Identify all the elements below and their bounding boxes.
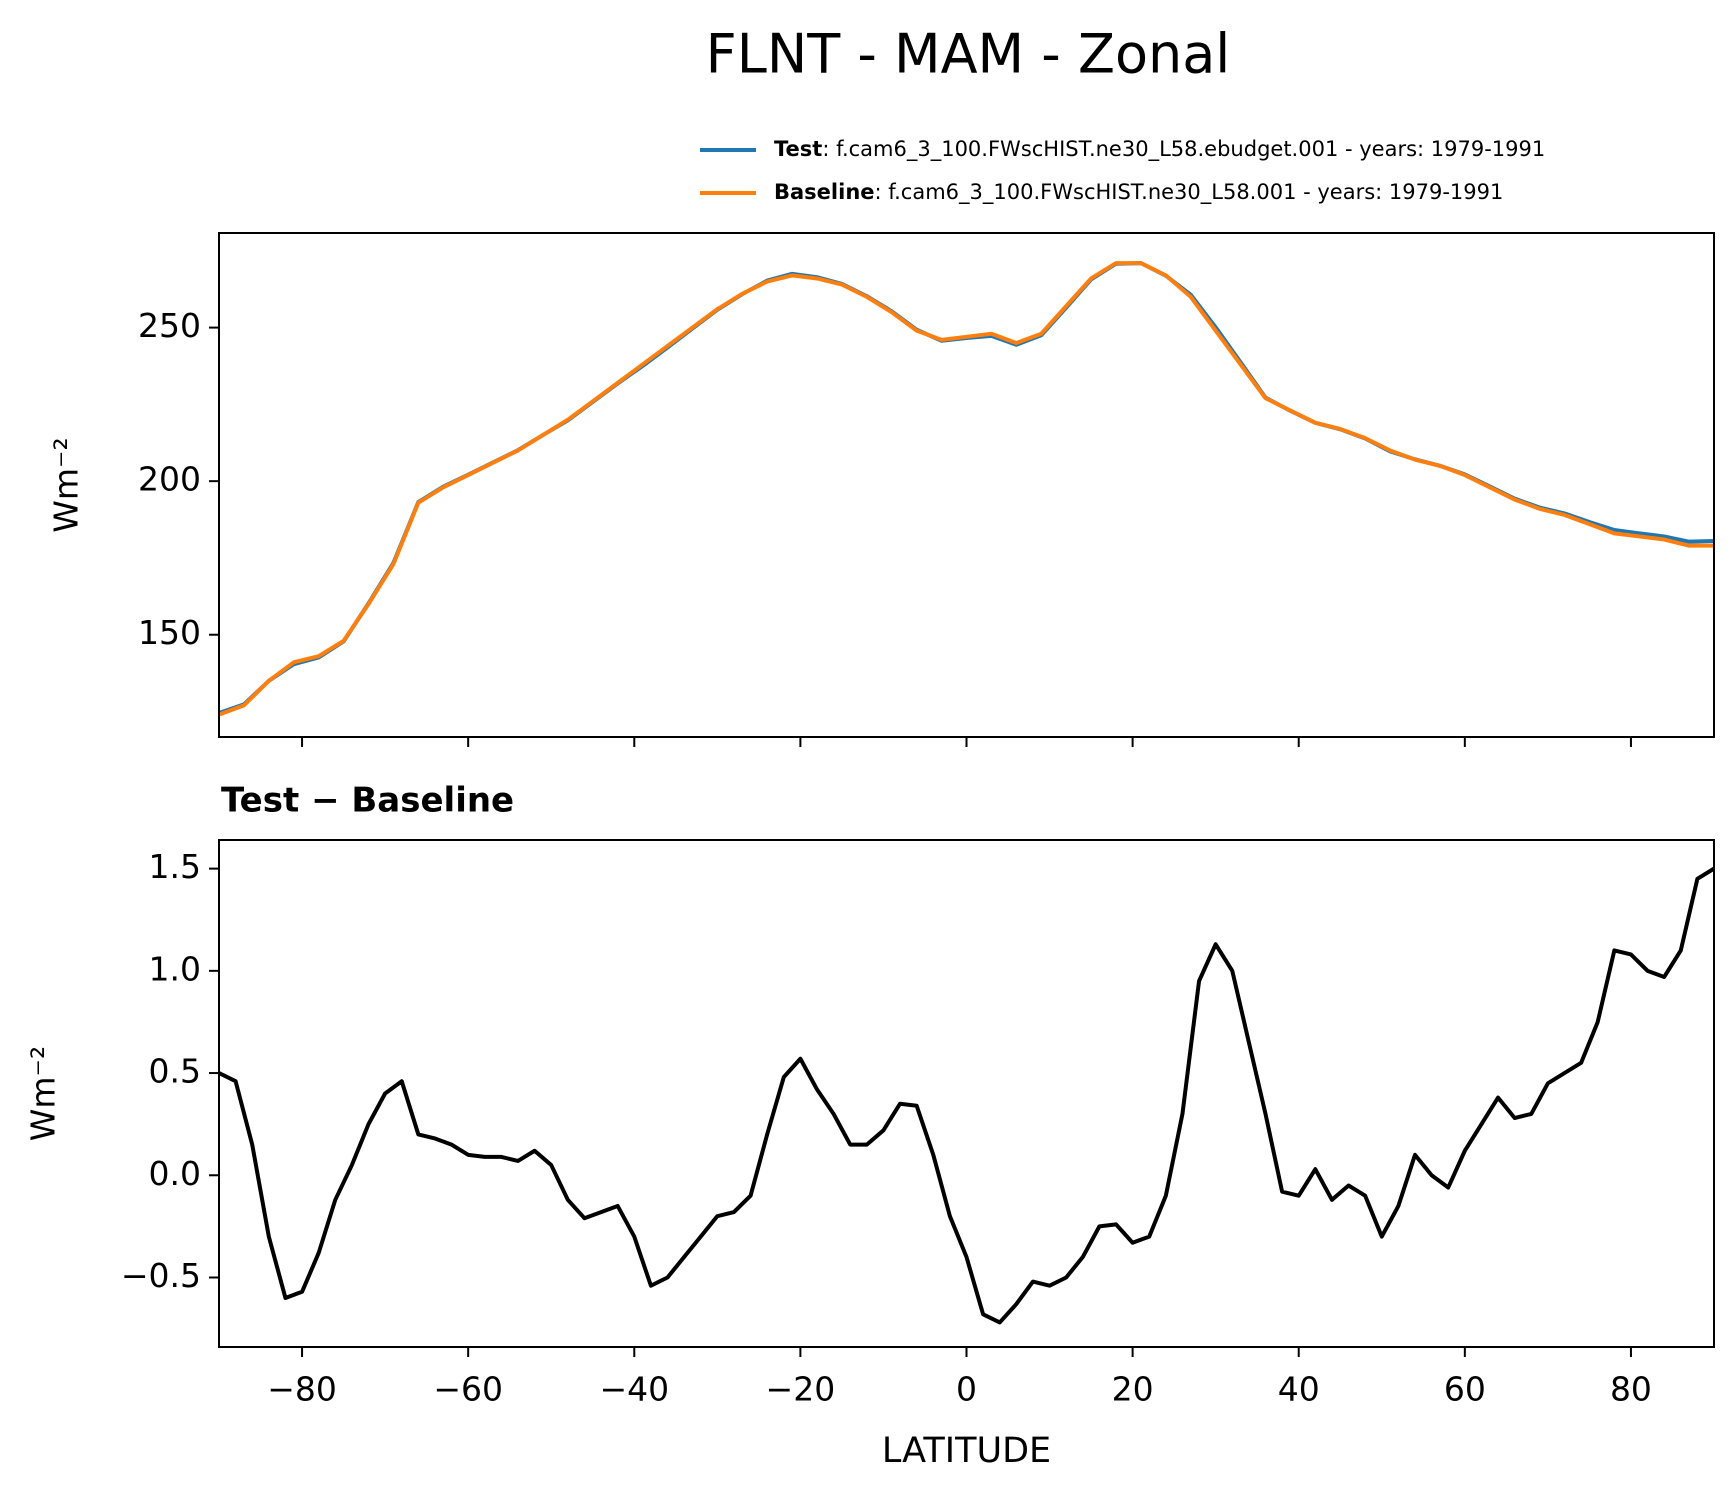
y-axis-label: Wm⁻² xyxy=(24,1046,63,1141)
y-tick-label: 0.5 xyxy=(149,1052,201,1091)
x-tick-label: 0 xyxy=(956,1370,977,1409)
legend-label: Baseline: f.cam6_3_100.FWscHIST.ne30_L58… xyxy=(774,180,1503,205)
line-series xyxy=(219,866,1714,1325)
y-tick-label: −0.5 xyxy=(121,1256,201,1295)
legend-label: Test: f.cam6_3_100.FWscHIST.ne30_L58.ebu… xyxy=(774,137,1545,162)
legend-description: : f.cam6_3_100.FWscHIST.ne30_L58.ebudget… xyxy=(822,137,1545,162)
y-tick-label: 1.5 xyxy=(149,847,201,886)
y-tick-label: 1.0 xyxy=(149,949,201,988)
y-tick-label: 150 xyxy=(138,613,201,652)
y-tick-label: 250 xyxy=(138,306,201,345)
legend-name: Test xyxy=(774,137,822,161)
x-tick-label: −20 xyxy=(766,1370,836,1409)
y-axis-label: Wm⁻² xyxy=(47,437,86,532)
x-tick-label: 40 xyxy=(1278,1370,1320,1409)
figure-title: FLNT - MAM - Zonal xyxy=(706,23,1231,86)
x-tick-label: 60 xyxy=(1444,1370,1486,1409)
y-tick-label: 200 xyxy=(138,460,201,499)
axes-title: Test − Baseline xyxy=(221,781,514,821)
legend-description: : f.cam6_3_100.FWscHIST.ne30_L58.001 - y… xyxy=(875,180,1504,205)
x-axis-label: LATITUDE xyxy=(882,1431,1051,1471)
x-tick-label: −60 xyxy=(433,1370,503,1409)
x-tick-label: 80 xyxy=(1610,1370,1652,1409)
x-tick-label: −80 xyxy=(267,1370,337,1409)
axes-frame xyxy=(218,839,1715,1348)
x-tick-label: −40 xyxy=(599,1370,669,1409)
x-tick-label: 20 xyxy=(1112,1370,1154,1409)
legend-name: Baseline xyxy=(774,180,875,204)
line-series xyxy=(219,261,1714,717)
y-tick-label: 0.0 xyxy=(149,1154,201,1193)
